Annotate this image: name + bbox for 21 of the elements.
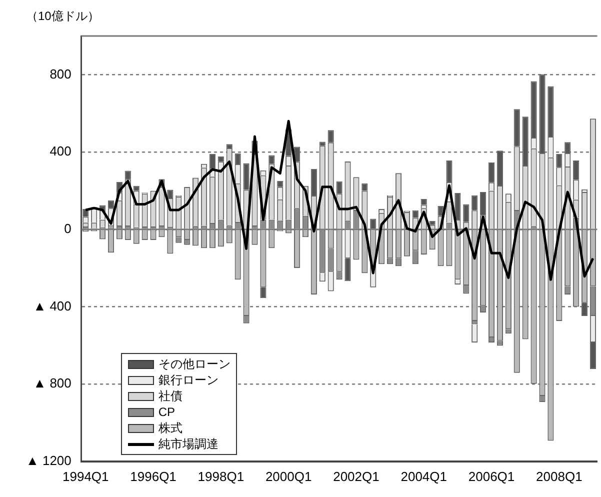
x-tick-label: 2008Q1: [536, 468, 582, 484]
y-tick-label: 0: [64, 220, 72, 236]
y-tick-label: 800: [50, 66, 72, 82]
legend-label: 株式: [158, 420, 182, 436]
x-tick-label: 2000Q1: [265, 468, 312, 484]
y-tick-label: ▲ 1200: [26, 452, 72, 468]
y-tick-label: ▲ 400: [33, 298, 72, 314]
legend-label: 純市場調達: [158, 436, 218, 452]
legend-label: 銀行ローン: [158, 372, 218, 388]
legend-label: その他ローン: [158, 356, 230, 372]
x-tick-label: 2002Q1: [333, 468, 380, 484]
x-tick-label: 2006Q1: [468, 468, 515, 484]
x-tick-label: 1994Q1: [62, 468, 109, 484]
x-tick-label: 1996Q1: [130, 468, 176, 484]
y-tick-label: 400: [50, 144, 72, 159]
x-tick-label: 1998Q1: [198, 468, 244, 484]
x-tick-label: 2004Q1: [400, 468, 447, 484]
y-axis-title: （10億ドル）: [26, 8, 100, 25]
legend-label: CP: [158, 404, 176, 420]
y-tick-label: ▲ 800: [33, 376, 72, 391]
legend-label: 社債: [158, 388, 182, 404]
